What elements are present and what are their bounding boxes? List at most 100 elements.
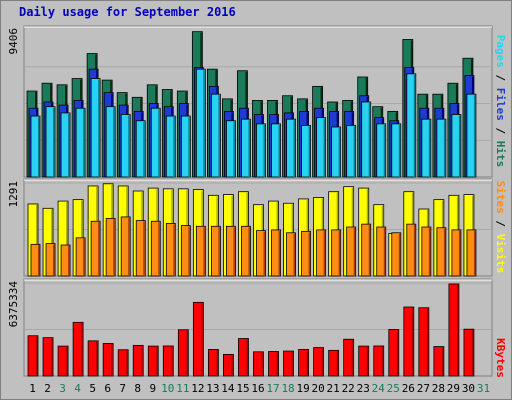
sites-bar bbox=[376, 226, 387, 277]
pages-bar-shade bbox=[248, 120, 250, 177]
kbytes-bar bbox=[418, 307, 430, 377]
x-axis-day-label: 1 bbox=[29, 382, 36, 395]
sites-bar bbox=[165, 223, 176, 277]
pages-bar bbox=[406, 73, 417, 178]
kbytes-bar bbox=[207, 349, 219, 377]
kbytes-bar bbox=[268, 351, 279, 377]
x-axis-day-label: 12 bbox=[191, 382, 204, 395]
pages-bar-shade bbox=[173, 117, 175, 177]
pages-bar bbox=[436, 118, 447, 178]
sites-bar-shade bbox=[233, 227, 235, 276]
pages-bar bbox=[165, 115, 176, 178]
pages-bar bbox=[150, 107, 161, 178]
pages-bar bbox=[391, 123, 402, 178]
sites-bar-shade bbox=[68, 246, 70, 276]
sites-bar-shade bbox=[113, 219, 115, 276]
legend-visits-sites-part: / bbox=[494, 214, 507, 234]
kbytes-bar bbox=[283, 350, 294, 377]
sites-bar bbox=[226, 225, 236, 277]
kbytes-bar-shade bbox=[276, 352, 279, 376]
pages-bar bbox=[180, 115, 191, 178]
pages-bar-shade bbox=[413, 74, 416, 177]
pages-bar-shade bbox=[218, 95, 220, 177]
kbytes-bar-shade bbox=[456, 284, 459, 376]
pages-bar-shade bbox=[113, 107, 115, 177]
kbytes-bar bbox=[313, 347, 325, 377]
pages-bar-shade bbox=[473, 95, 476, 177]
sites-bar-shade bbox=[458, 230, 461, 276]
pages-bar-shade bbox=[353, 126, 356, 177]
legend-visits-sites-part: Sites bbox=[494, 181, 507, 214]
pages-bar-shade bbox=[293, 120, 296, 177]
pages-bar bbox=[316, 117, 327, 178]
pages-bar bbox=[451, 114, 462, 178]
sites-bar bbox=[75, 237, 86, 277]
sites-bar-shade bbox=[188, 226, 190, 276]
sites-bar-shade bbox=[278, 230, 281, 276]
sites-bar-shade bbox=[263, 231, 265, 276]
legend-hits-files-pages-part: / bbox=[494, 121, 507, 141]
kbytes-bar bbox=[102, 343, 114, 377]
y-axis-max-label: 9406 bbox=[7, 28, 20, 55]
kbytes-bar-shade bbox=[126, 350, 128, 376]
x-axis-day-label: 2 bbox=[44, 382, 51, 395]
sites-bar bbox=[105, 217, 116, 277]
kbytes-bar-shade bbox=[51, 338, 53, 376]
kbytes-bar-shade bbox=[291, 352, 294, 376]
kbytes-bar bbox=[373, 345, 385, 377]
kbytes-bar bbox=[238, 338, 249, 377]
sites-bar bbox=[346, 226, 357, 277]
sites-bar-shade bbox=[53, 244, 55, 276]
kbytes-bar-shade bbox=[81, 323, 83, 376]
x-axis-day-label: 24 bbox=[372, 382, 386, 395]
kbytes-bar bbox=[328, 349, 340, 377]
kbytes-bar-shade bbox=[231, 355, 233, 376]
x-axis-day-label: 26 bbox=[402, 382, 415, 395]
pages-bar-shade bbox=[143, 121, 145, 177]
pages-bar-shade bbox=[68, 113, 70, 177]
pages-bar bbox=[195, 68, 206, 178]
legend-kbytes: KBytes bbox=[494, 338, 507, 378]
sites-bar-shade bbox=[428, 228, 431, 276]
legend-hits-files-pages-part: Pages bbox=[494, 35, 507, 68]
x-axis-day-label: 29 bbox=[447, 382, 460, 395]
sites-bar-shade bbox=[158, 222, 160, 276]
kbytes-bar bbox=[358, 345, 370, 377]
kbytes-bar bbox=[403, 306, 415, 377]
x-axis-day-label: 25 bbox=[387, 382, 400, 395]
pages-bar-shade bbox=[203, 70, 205, 177]
sites-bar-shade bbox=[368, 225, 371, 276]
kbytes-bar bbox=[448, 283, 460, 377]
sites-bar-shade bbox=[248, 227, 250, 276]
sites-bar-shade bbox=[353, 228, 356, 276]
legend-hits-files-pages-part: Files bbox=[494, 88, 507, 121]
kbytes-bar-shade bbox=[261, 352, 263, 376]
kbytes-bar-shade bbox=[321, 348, 324, 376]
pages-bar bbox=[120, 114, 131, 178]
legend-hits-files-pages: Pages / Files / Hits bbox=[494, 35, 507, 168]
x-axis-day-label: 9 bbox=[149, 382, 156, 395]
pages-bar bbox=[30, 115, 41, 178]
sites-bar-shade bbox=[323, 230, 326, 276]
kbytes-bar-shade bbox=[141, 346, 143, 376]
pages-bar bbox=[421, 118, 432, 178]
y-axis-max-label: 6375334 bbox=[7, 281, 20, 328]
pages-bar bbox=[466, 93, 477, 178]
kbytes-bar bbox=[433, 346, 445, 377]
sites-bar bbox=[436, 227, 447, 277]
sites-bar-shade bbox=[338, 230, 341, 276]
kbytes-bar-shade bbox=[66, 347, 68, 376]
kbytes-bar bbox=[177, 329, 189, 377]
x-axis-day-label: 19 bbox=[296, 382, 309, 395]
x-axis-day-label: 18 bbox=[281, 382, 294, 395]
sites-bar-shade bbox=[83, 238, 85, 276]
pages-bar bbox=[286, 118, 296, 178]
sites-bar bbox=[361, 223, 372, 277]
pages-bar-shade bbox=[278, 124, 281, 177]
pages-bar bbox=[60, 112, 71, 178]
pages-bar bbox=[376, 123, 387, 178]
x-axis-day-label: 10 bbox=[161, 382, 174, 395]
sites-bar-shade bbox=[473, 230, 476, 276]
pages-bar-shade bbox=[53, 107, 55, 177]
kbytes-bar bbox=[72, 321, 84, 377]
